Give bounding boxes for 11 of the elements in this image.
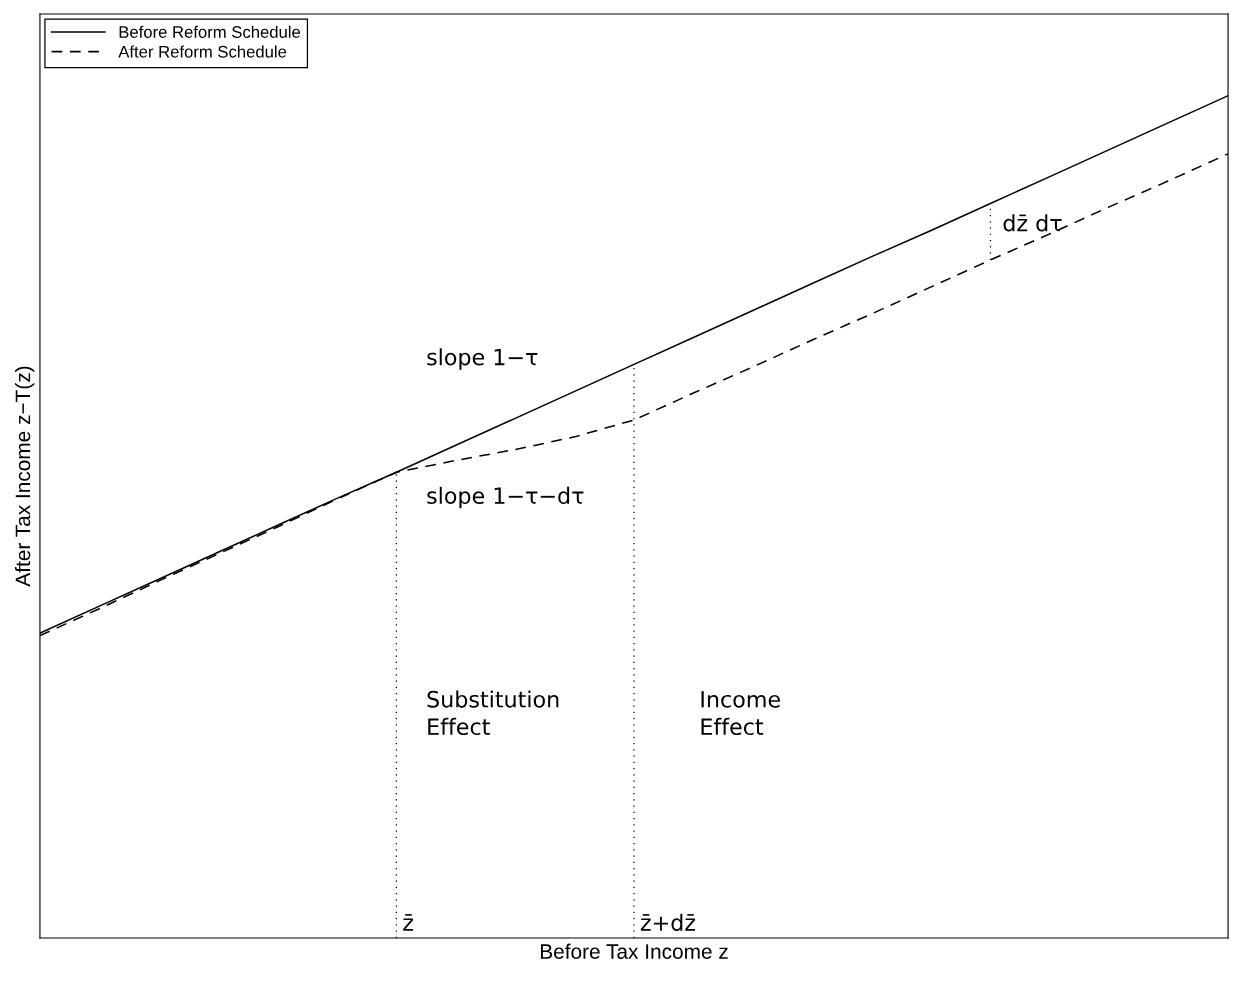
annotation: z̄	[403, 914, 414, 931]
y-axis-title: After Tax Income z−T(z)	[14, 366, 35, 587]
x-axis-title: Before Tax Income z	[540, 943, 728, 959]
annotation: slope 1−τ−dτ	[427, 486, 584, 509]
legend-label: Before Reform Schedule	[119, 25, 301, 38]
annotation: z̄+dz̄	[640, 913, 696, 931]
legend-label: After Reform Schedule	[118, 45, 287, 58]
annotation: Income Effect	[701, 691, 780, 736]
annotation: slope 1−τ	[427, 348, 538, 370]
annotation: dz̄ dτ	[1003, 214, 1062, 232]
annotation: Substitution Effect	[427, 690, 559, 736]
